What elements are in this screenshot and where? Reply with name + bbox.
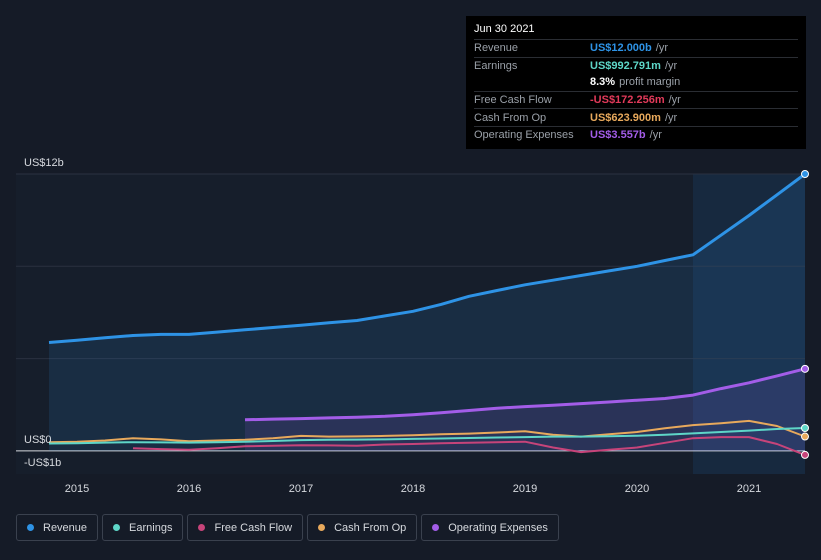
tooltip-row-revenue: Revenue US$12.000b /yr <box>474 39 798 57</box>
tooltip-value: US$12.000b <box>590 42 652 55</box>
legend-item-cash-from-op[interactable]: Cash From Op <box>307 514 418 541</box>
tooltip-unit: /yr <box>664 59 678 72</box>
legend-dot-icon <box>113 524 121 531</box>
legend-item-operating-expenses[interactable]: Operating Expenses <box>421 514 559 541</box>
tooltip-value: US$992.791m <box>590 59 661 72</box>
legend-item-earnings[interactable]: Earnings <box>102 514 184 541</box>
x-tick-label: 2018 <box>401 483 425 495</box>
x-tick-label: 2017 <box>289 483 313 495</box>
legend-label: Cash From Op <box>334 521 407 534</box>
legend-label: Operating Expenses <box>448 521 548 534</box>
tooltip-unit: /yr <box>655 42 668 55</box>
legend-label: Revenue <box>43 521 88 534</box>
legend-item-revenue[interactable]: Revenue <box>16 514 99 541</box>
y-axis-bottom-label: -US$1b <box>24 457 61 469</box>
plot-background <box>16 174 805 474</box>
cash-from-op-line <box>48 419 806 444</box>
tooltip-value: US$3.557b <box>590 129 646 142</box>
line-layer <box>48 172 806 456</box>
earnings-end-point <box>801 424 809 433</box>
tooltip-panel: Jun 30 2021 Revenue US$12.000b /yr Earni… <box>466 16 806 149</box>
x-tick-label: 2016 <box>177 483 201 495</box>
legend-item-free-cash-flow[interactable]: Free Cash Flow <box>187 514 304 541</box>
x-tick-label: 2015 <box>65 483 89 495</box>
legend-dot-icon <box>432 524 440 531</box>
tooltip-unit: /yr <box>649 129 662 142</box>
y-axis-zero-label: US$0 <box>24 434 52 446</box>
tooltip-unit: profit margin <box>619 76 681 89</box>
revenue-line <box>48 172 806 344</box>
free-cash-flow-line <box>132 436 806 456</box>
earnings-line <box>48 427 806 445</box>
operating-expenses-line <box>244 367 806 422</box>
tooltip-row-operating-expenses: Operating Expenses US$3.557b /yr <box>474 125 798 144</box>
tooltip-value: -US$172.256m <box>590 94 665 107</box>
tooltip-label: Operating Expenses <box>474 129 574 142</box>
legend: Revenue Earnings Free Cash Flow Cash Fro… <box>16 514 559 541</box>
revenue-area <box>49 174 805 451</box>
tooltip-value: US$623.900m <box>590 111 661 124</box>
legend-label: Free Cash Flow <box>214 521 293 534</box>
area-layer <box>49 174 805 451</box>
tooltip-row-earnings: Earnings US$992.791m /yr <box>474 56 798 75</box>
x-tick-label: 2020 <box>625 483 649 495</box>
cash-from-op-end-point <box>801 432 809 441</box>
tooltip-row-cash-from-op: Cash From Op US$623.900m /yr <box>474 108 798 126</box>
operating-expenses-area <box>245 368 805 451</box>
legend-dot-icon <box>318 524 326 531</box>
tooltip-label: Free Cash Flow <box>474 94 552 107</box>
x-tick-label: 2021 <box>737 483 761 495</box>
legend-label: Earnings <box>129 521 173 534</box>
tooltip-unit: /yr <box>668 94 681 107</box>
grid-layer <box>16 173 805 452</box>
tooltip-date: Jun 30 2021 <box>474 23 535 35</box>
tooltip-label: Revenue <box>474 42 519 55</box>
tooltip-unit: /yr <box>664 111 678 124</box>
operating-expenses-end-point <box>801 364 809 373</box>
tooltip-label: Earnings <box>474 59 518 72</box>
x-axis-ticks: 2015 2016 2017 2018 2019 2020 2021 <box>65 483 761 495</box>
free-cash-flow-end-point <box>801 450 809 459</box>
legend-dot-icon <box>198 524 206 531</box>
legend-dot-icon <box>27 524 34 531</box>
tooltip-label: Cash From Op <box>474 111 547 124</box>
y-axis-top-label: US$12b <box>24 157 64 169</box>
x-tick-label: 2019 <box>513 483 537 495</box>
tooltip-row-free-cash-flow: Free Cash Flow -US$172.256m /yr <box>474 90 798 109</box>
end-dot-layer <box>801 170 809 459</box>
tooltip-value: 8.3% <box>590 76 616 89</box>
revenue-end-point <box>801 170 809 178</box>
tooltip-row-profit-margin: 8.3% profit margin <box>474 74 798 91</box>
